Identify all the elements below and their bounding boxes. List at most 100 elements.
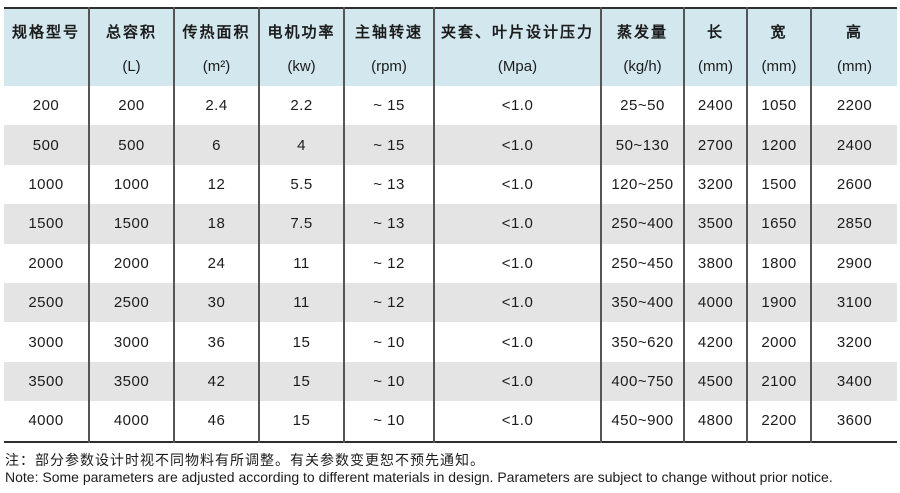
column-header-name: 夹套、叶片设计压力	[440, 24, 594, 41]
table-cell: 30	[173, 282, 259, 323]
table-cell: 5.5	[258, 164, 344, 205]
column-header-name: 传热面积	[182, 24, 251, 41]
table-cell: ~ 12	[343, 243, 434, 283]
column-header-name: 主轴转速	[354, 24, 423, 41]
column-header-unit: (mm)	[837, 58, 872, 75]
table-cell: ~ 13	[343, 164, 434, 205]
table-cell: 4	[258, 125, 344, 165]
table-row: 1500 1500 18 7.5 ~ 13 <1.0 250~400 3500 1650 2850	[4, 204, 897, 244]
table-header: 规格型号 总容积 (L) 传热面积 (m²) 电机功率 (kw) 主轴转速 (rpm) 夹套、叶片…	[4, 8, 897, 86]
table-cell: 120~250	[600, 164, 684, 205]
table-cell: 3500	[683, 204, 747, 244]
table-cell: 2500	[4, 282, 89, 323]
column-header-name: 宽	[770, 24, 788, 41]
table-cell: 200	[88, 86, 174, 126]
table-row: 2500 2500 30 11 ~ 12 <1.0 350~400 4000 1900 3100	[4, 282, 897, 323]
table-cell: 200	[4, 86, 89, 126]
table-cell: <1.0	[433, 204, 601, 244]
header-row: 规格型号 总容积 (L) 传热面积 (m²) 电机功率 (kw) 主轴转速 (rpm) 夹套、叶片…	[4, 8, 897, 86]
table-cell: 36	[173, 322, 259, 362]
column-header-unit: (rpm)	[371, 58, 407, 75]
table-cell: 450~900	[600, 401, 684, 442]
table-cell: 3500	[4, 361, 89, 402]
column-header: 电机功率 (kw)	[258, 8, 344, 86]
table-cell: 1500	[88, 204, 174, 244]
table-cell: 2500	[88, 282, 174, 323]
table-cell: 2600	[810, 164, 897, 205]
column-header: 高 (mm)	[810, 8, 897, 86]
table-cell: ~ 10	[343, 401, 434, 442]
table-row: 3000 3000 36 15 ~ 10 <1.0 350~620 4200 2000 3200	[4, 322, 897, 362]
table-cell: 1800	[746, 243, 811, 283]
table-cell: 350~620	[600, 322, 684, 362]
column-header-unit: (mm)	[698, 58, 733, 75]
table-cell: ~ 13	[343, 204, 434, 244]
table-cell: 2200	[746, 401, 811, 442]
table-cell: 6	[173, 125, 259, 165]
table-cell: 3100	[810, 282, 897, 323]
table-cell: 2400	[683, 86, 747, 126]
table-cell: 42	[173, 361, 259, 402]
table-cell: 3200	[683, 164, 747, 205]
table-cell: ~ 12	[343, 282, 434, 323]
table-cell: <1.0	[433, 243, 601, 283]
table-cell: 11	[258, 282, 344, 323]
table-cell: 350~400	[600, 282, 684, 323]
table-cell: ~ 15	[343, 86, 434, 126]
column-header: 长 (mm)	[683, 8, 747, 86]
column-header-name: 总容积	[105, 24, 157, 41]
column-header-name: 蒸发量	[616, 24, 668, 41]
table-cell: 1000	[4, 164, 89, 205]
column-header: 宽 (mm)	[746, 8, 811, 86]
table-cell: 250~400	[600, 204, 684, 244]
table-cell: 1050	[746, 86, 811, 126]
table-cell: <1.0	[433, 164, 601, 205]
column-header-unit: (m²)	[202, 58, 231, 75]
table-row: 3500 3500 42 15 ~ 10 <1.0 400~750 4500 2100 3400	[4, 361, 897, 402]
table-cell: 3000	[4, 322, 89, 362]
table-cell: 400~750	[600, 361, 684, 402]
table-row: 1000 1000 12 5.5 ~ 13 <1.0 120~250 3200 1500 2600	[4, 164, 897, 205]
table-cell: 1650	[746, 204, 811, 244]
note-chinese: 注：部分参数设计时视不同物料有所调整。有关参数变更恕不预先通知。	[5, 451, 485, 468]
table-row: 200 200 2.4 2.2 ~ 15 <1.0 25~50 2400 1050 2200	[4, 86, 897, 126]
column-header: 主轴转速 (rpm)	[343, 8, 434, 86]
table-cell: 2000	[746, 322, 811, 362]
table-cell: 2000	[88, 243, 174, 283]
table-body: 200 200 2.4 2.2 ~ 15 <1.0 25~50 2400 1050 2200 500…	[4, 86, 897, 442]
table-cell: 3500	[88, 361, 174, 402]
table-cell: 2400	[810, 125, 897, 165]
table-cell: 1500	[4, 204, 89, 244]
column-header-name: 长	[706, 24, 724, 41]
table-cell: 2200	[810, 86, 897, 126]
table-cell: <1.0	[433, 282, 601, 323]
table-cell: 500	[88, 125, 174, 165]
table-cell: 4800	[683, 401, 747, 442]
table-cell: 250~450	[600, 243, 684, 283]
table-cell: ~ 15	[343, 125, 434, 165]
table-cell: 4200	[683, 322, 747, 362]
table-cell: 3000	[88, 322, 174, 362]
column-header-unit: (Mpa)	[497, 58, 538, 75]
spec-table: 规格型号 总容积 (L) 传热面积 (m²) 电机功率 (kw) 主轴转速 (rpm) 夹套、叶片…	[4, 7, 897, 443]
column-header-unit: (L)	[122, 58, 141, 75]
column-header: 总容积 (L)	[88, 8, 174, 86]
table-cell: 3800	[683, 243, 747, 283]
table-cell: 2.2	[258, 86, 344, 126]
table-cell: 3400	[810, 361, 897, 402]
table-cell: 12	[173, 164, 259, 205]
table-cell: <1.0	[433, 401, 601, 442]
table-cell: 4000	[683, 282, 747, 323]
column-header-unit: (kw)	[287, 58, 316, 75]
table-cell: 15	[258, 361, 344, 402]
table-cell: 1000	[88, 164, 174, 205]
table-cell: 15	[258, 322, 344, 362]
column-header-unit	[4, 58, 88, 76]
table-cell: 2000	[4, 243, 89, 283]
table-cell: <1.0	[433, 322, 601, 362]
table-cell: 11	[258, 243, 344, 283]
column-header-unit: (mm)	[761, 58, 797, 75]
column-header-name: 电机功率	[267, 24, 336, 41]
table-cell: 3200	[810, 322, 897, 362]
